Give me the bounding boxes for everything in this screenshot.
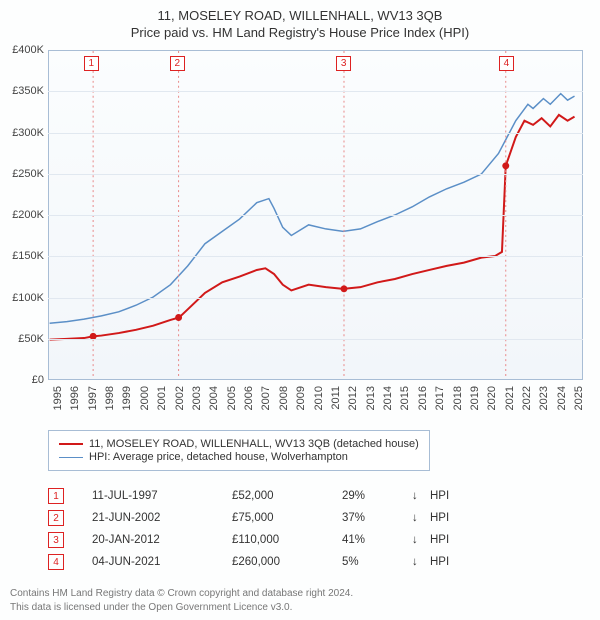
y-axis-label: £350K (0, 85, 44, 97)
sale-price: £260,000 (232, 556, 342, 568)
sale-pct: 29% (342, 490, 412, 502)
legend-swatch-property (59, 443, 83, 445)
sales-table-row: 1 11-JUL-1997£52,00029%↓HPI (48, 485, 470, 507)
x-axis-label: 2014 (382, 386, 394, 426)
x-axis-label: 2008 (278, 386, 290, 426)
x-axis-label: 2001 (156, 386, 168, 426)
x-axis-label: 2016 (417, 386, 429, 426)
x-axis-label: 2009 (295, 386, 307, 426)
gridline (48, 91, 583, 92)
sale-num-box: 3 (48, 532, 64, 548)
x-axis-label: 1996 (69, 386, 81, 426)
x-axis-label: 2000 (139, 386, 151, 426)
legend-label-property: 11, MOSELEY ROAD, WILLENHALL, WV13 3QB (… (89, 438, 419, 450)
y-axis-label: £150K (0, 250, 44, 262)
sale-price: £75,000 (232, 512, 342, 524)
sales-table: 111-JUL-1997£52,00029%↓HPI221-JUN-2002£7… (48, 485, 470, 573)
x-axis-label: 2006 (243, 386, 255, 426)
x-axis-label: 2015 (399, 386, 411, 426)
footer-line2: This data is licensed under the Open Gov… (10, 601, 353, 615)
sale-date: 21-JUN-2002 (92, 512, 232, 524)
y-axis-label: £250K (0, 168, 44, 180)
x-axis-label: 2012 (347, 386, 359, 426)
down-arrow-icon: ↓ (412, 490, 430, 502)
gridline (48, 215, 583, 216)
x-axis-label: 1998 (104, 386, 116, 426)
down-arrow-icon: ↓ (412, 534, 430, 546)
x-axis-label: 2007 (260, 386, 272, 426)
legend-item-hpi: HPI: Average price, detached house, Wolv… (59, 451, 419, 463)
x-axis-label: 2023 (538, 386, 550, 426)
sale-num-box: 2 (48, 510, 64, 526)
x-axis-label: 2003 (191, 386, 203, 426)
y-axis-label: £200K (0, 209, 44, 221)
gridline (48, 133, 583, 134)
x-axis-label: 2017 (434, 386, 446, 426)
x-axis-label: 2025 (573, 386, 585, 426)
sale-price: £52,000 (232, 490, 342, 502)
sale-pct: 37% (342, 512, 412, 524)
series-line-property (50, 115, 575, 340)
x-axis-label: 2018 (452, 386, 464, 426)
x-axis-label: 2004 (208, 386, 220, 426)
x-axis-label: 1995 (52, 386, 64, 426)
x-axis-label: 1997 (87, 386, 99, 426)
x-axis-label: 2010 (313, 386, 325, 426)
x-axis-label: 2020 (486, 386, 498, 426)
x-axis-label: 2011 (330, 386, 342, 426)
sale-num-box: 4 (48, 554, 64, 570)
gridline (48, 339, 583, 340)
x-axis-label: 2021 (504, 386, 516, 426)
x-axis-label: 2022 (521, 386, 533, 426)
y-axis-label: £400K (0, 44, 44, 56)
sales-table-row: 2 21-JUN-2002£75,00037%↓HPI (48, 507, 470, 529)
sale-date: 04-JUN-2021 (92, 556, 232, 568)
sale-hpi-label: HPI (430, 556, 470, 568)
chart-title-subtitle: Price paid vs. HM Land Registry's House … (0, 25, 600, 40)
gridline (48, 174, 583, 175)
sale-price: £110,000 (232, 534, 342, 546)
y-axis-label: £100K (0, 292, 44, 304)
footer-line1: Contains HM Land Registry data © Crown c… (10, 587, 353, 601)
x-axis-label: 1999 (121, 386, 133, 426)
y-axis-label: £300K (0, 127, 44, 139)
gridline (48, 298, 583, 299)
y-axis-label: £0 (0, 374, 44, 386)
down-arrow-icon: ↓ (412, 512, 430, 524)
sale-date: 20-JAN-2012 (92, 534, 232, 546)
x-axis-label: 2002 (174, 386, 186, 426)
footer-attribution: Contains HM Land Registry data © Crown c… (10, 587, 353, 614)
legend: 11, MOSELEY ROAD, WILLENHALL, WV13 3QB (… (48, 430, 430, 471)
down-arrow-icon: ↓ (412, 556, 430, 568)
chart-title-address: 11, MOSELEY ROAD, WILLENHALL, WV13 3QB (0, 8, 600, 23)
sale-marker-number: 1 (84, 56, 99, 71)
x-axis-label: 2024 (556, 386, 568, 426)
sale-marker-dot (502, 162, 509, 169)
sale-hpi-label: HPI (430, 512, 470, 524)
sale-hpi-label: HPI (430, 490, 470, 502)
series-line-hpi (50, 94, 575, 324)
sale-pct: 41% (342, 534, 412, 546)
sale-marker-dot (341, 285, 348, 292)
x-axis-label: 2013 (365, 386, 377, 426)
sale-date: 11-JUL-1997 (92, 490, 232, 502)
legend-swatch-hpi (59, 457, 83, 458)
sale-marker-dot (175, 314, 182, 321)
gridline (48, 256, 583, 257)
legend-item-property: 11, MOSELEY ROAD, WILLENHALL, WV13 3QB (… (59, 438, 419, 450)
sales-table-row: 3 20-JAN-2012£110,00041%↓HPI (48, 529, 470, 551)
sale-marker-number: 4 (499, 56, 514, 71)
x-axis-label: 2005 (226, 386, 238, 426)
sales-table-row: 4 04-JUN-2021£260,0005%↓HPI (48, 551, 470, 573)
sale-hpi-label: HPI (430, 534, 470, 546)
legend-label-hpi: HPI: Average price, detached house, Wolv… (89, 451, 348, 463)
x-axis-label: 2019 (469, 386, 481, 426)
sale-marker-number: 3 (336, 56, 351, 71)
sale-marker-number: 2 (170, 56, 185, 71)
y-axis-label: £50K (0, 333, 44, 345)
sale-pct: 5% (342, 556, 412, 568)
sale-num-box: 1 (48, 488, 64, 504)
